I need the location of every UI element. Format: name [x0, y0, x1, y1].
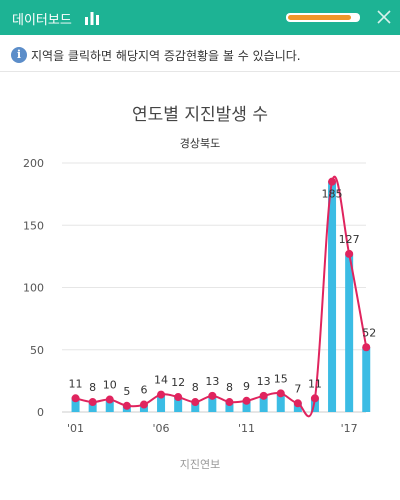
data-label: 8: [192, 381, 199, 394]
bar: [208, 395, 217, 412]
info-icon: i: [11, 47, 27, 63]
bar: [71, 398, 80, 412]
data-label: 185: [322, 188, 343, 201]
data-point: [293, 399, 302, 408]
data-point: [259, 391, 268, 400]
data-label: 14: [154, 374, 168, 387]
data-label: 52: [362, 326, 376, 339]
bar-chart-icon: [85, 12, 99, 25]
data-point: [88, 398, 97, 407]
bar: [105, 399, 114, 412]
data-label: 11: [69, 377, 83, 390]
y-tick-label: 100: [23, 282, 44, 295]
data-point: [208, 391, 217, 400]
chart-title: 연도별 지진발생 수: [132, 105, 268, 125]
data-label: 13: [205, 375, 219, 388]
bar: [362, 347, 371, 412]
bar: [259, 395, 268, 412]
data-point: [242, 396, 251, 405]
data-label: 10: [103, 379, 117, 392]
close-icon[interactable]: [376, 9, 392, 25]
data-label: 7: [294, 382, 301, 395]
data-point: [225, 398, 234, 407]
x-axis-title: 지진연보: [179, 458, 221, 471]
bar: [293, 403, 302, 412]
series-line: [75, 175, 368, 418]
y-tick-label: 150: [23, 219, 44, 232]
bar: [225, 402, 234, 412]
chart-subtitle: 경상북도: [179, 137, 221, 150]
bar: [310, 398, 319, 412]
y-tick-label: 50: [30, 344, 44, 357]
data-point: [191, 398, 200, 407]
bar: [157, 394, 166, 412]
x-tick-label: '06: [153, 422, 170, 435]
progress-bar: [286, 13, 360, 22]
data-point: [310, 394, 319, 403]
data-point: [122, 401, 131, 410]
data-point: [345, 249, 354, 258]
data-label: 8: [226, 381, 233, 394]
data-point: [105, 395, 114, 404]
bar: [191, 402, 200, 412]
data-label: 12: [171, 376, 185, 389]
data-point: [139, 400, 148, 409]
notice-bar: i 지역을 클릭하면 해당지역 증감현황을 볼 수 있습니다.: [0, 35, 400, 72]
data-point: [276, 389, 285, 398]
data-point: [174, 393, 183, 402]
data-label: 15: [274, 372, 288, 385]
x-tick-label: '01: [67, 422, 84, 435]
progress-bar-fill: [288, 15, 351, 20]
data-label: 11: [308, 377, 322, 390]
bar: [242, 400, 251, 412]
data-label: 6: [140, 384, 147, 397]
data-point: [157, 390, 166, 399]
bar: [328, 181, 337, 412]
y-tick-label: 0: [37, 406, 44, 419]
title-bar: 데이터보드: [0, 0, 400, 35]
y-tick-label: 200: [23, 157, 44, 170]
x-tick-label: '17: [341, 422, 358, 435]
bar: [276, 393, 285, 412]
data-label: 9: [243, 380, 250, 393]
notice-text: 지역을 클릭하면 해당지역 증감현황을 볼 수 있습니다.: [31, 49, 301, 63]
bar: [345, 253, 354, 412]
data-label: 8: [89, 381, 96, 394]
data-point: [328, 177, 337, 186]
data-point: [71, 394, 80, 403]
bar: [88, 402, 97, 412]
bar: [174, 397, 183, 412]
data-label: 5: [123, 385, 130, 398]
app-title: 데이터보드: [12, 13, 72, 28]
data-label: 13: [257, 375, 271, 388]
data-point: [362, 343, 371, 352]
x-tick-label: '11: [238, 422, 255, 435]
data-label: 127: [339, 233, 360, 246]
